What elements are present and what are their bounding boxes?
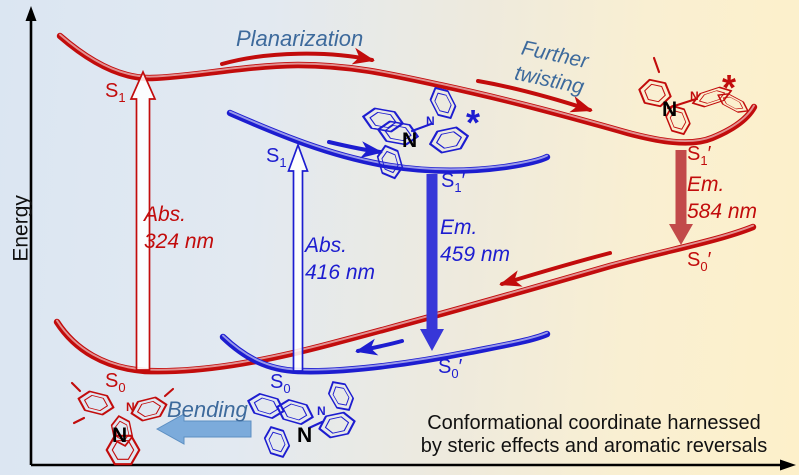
state-label-s0-blue: S0: [270, 371, 291, 396]
abs-416-name: Abs.: [305, 234, 348, 257]
em-584-name: Em.: [687, 173, 725, 196]
x-axis-caption-line2: by steric effects and aromatic reversals: [420, 435, 768, 457]
em-459-arrow: [420, 174, 444, 351]
state-label-s1-red: S1: [105, 80, 126, 105]
em-459-label: Em. 459 nm: [440, 214, 510, 268]
nitrogen-label: N: [402, 129, 417, 152]
state-label-s1p-blue: S1′: [441, 170, 466, 195]
x-axis-arrowhead-icon: [780, 459, 796, 471]
excited-asterisk-blue: *: [466, 102, 480, 143]
nitrogen-label-small: N: [426, 114, 435, 128]
state-label-s0p-red: S0′: [687, 249, 712, 274]
em-584-value: 584 nm: [687, 200, 758, 223]
em-584-label: Em. 584 nm: [687, 171, 757, 225]
nitrogen-label-small: N: [690, 89, 699, 103]
abs-324-arrow: [129, 69, 157, 371]
molecule-blue-planar-excited: N N *: [360, 82, 480, 183]
bending-label: Bending: [167, 397, 248, 422]
further-twisting-arrow: [476, 79, 593, 113]
state-label-s1-blue: S1: [266, 145, 287, 170]
em-459-name: Em.: [440, 216, 478, 239]
planarization-label: Planarization: [236, 26, 364, 51]
abs-324-name: Abs.: [144, 203, 187, 226]
molecule-red-bent-ground: N N: [70, 381, 175, 466]
state-label-s1p-red: S1′: [687, 143, 712, 168]
molecule-red-twisted-excited: N N *: [635, 56, 752, 139]
blue-s0-relaxation-arrow: [355, 338, 404, 356]
em-459-value: 459 nm: [440, 243, 511, 266]
y-axis-label: Energy: [9, 195, 33, 262]
y-axis-arrowhead-icon: [25, 6, 37, 21]
x-axis-caption: Conformational coordinate harnessed by s…: [390, 412, 798, 458]
excited-asterisk-red: *: [722, 67, 736, 108]
abs-324-value: 324 nm: [144, 230, 215, 253]
blue-s1-relaxation-arrow: [327, 140, 383, 159]
red-s1-curve: [60, 36, 754, 142]
abs-416-value: 416 nm: [305, 261, 376, 284]
bending-arrow: [155, 413, 252, 445]
abs-324-label: Abs. 324 nm: [144, 201, 214, 255]
state-label-s0-red: S0: [105, 370, 126, 395]
nitrogen-label: N: [662, 98, 677, 121]
nitrogen-label-small: N: [126, 400, 135, 414]
x-axis-caption-line1: Conformational coordinate harnessed: [427, 412, 761, 434]
nitrogen-label-small: N: [317, 404, 326, 418]
abs-416-arrow: [287, 142, 309, 372]
red-s0-relaxation-arrow: [499, 251, 612, 287]
molecule-blue-twisted-ground: N N: [244, 376, 359, 462]
abs-416-label: Abs. 416 nm: [305, 232, 375, 286]
nitrogen-label: N: [112, 424, 127, 447]
nitrogen-label: N: [297, 424, 312, 447]
em-584-arrow: [669, 150, 693, 245]
state-label-s0p-blue: S0′: [438, 356, 463, 381]
planarization-arrow: [220, 47, 375, 66]
